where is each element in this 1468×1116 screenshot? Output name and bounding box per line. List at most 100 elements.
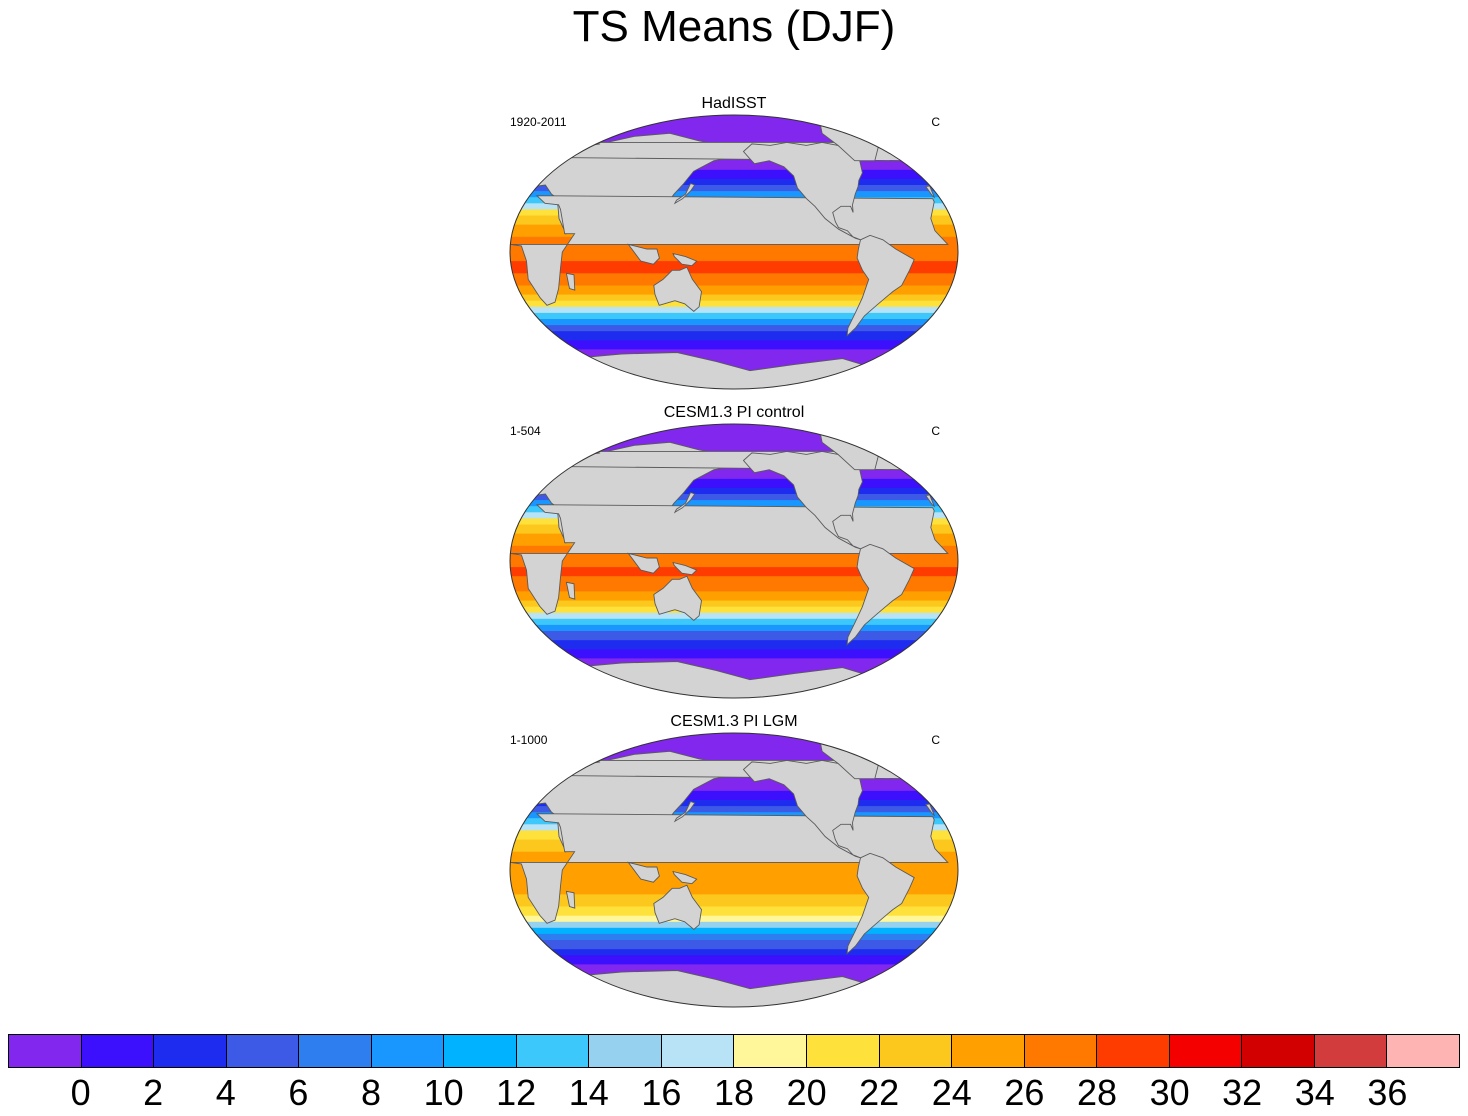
sst-band xyxy=(510,612,958,620)
sst-band xyxy=(510,261,958,274)
land-mass xyxy=(510,195,949,306)
colorbar-tick-label: 30 xyxy=(1149,1072,1190,1113)
colorbar xyxy=(8,1034,1460,1068)
sst-band xyxy=(510,591,958,602)
sst-band xyxy=(510,340,958,350)
colorbar-box xyxy=(516,1035,590,1067)
colorbar-tick-label: 26 xyxy=(1004,1072,1045,1113)
sst-band xyxy=(510,300,958,308)
sst-band xyxy=(510,921,958,929)
sst-band xyxy=(510,294,958,302)
sst-band xyxy=(510,487,958,495)
colorbar-box xyxy=(444,1035,517,1067)
colorbar-tick-label: 32 xyxy=(1222,1072,1263,1113)
colorbar-box xyxy=(1242,1035,1315,1067)
colorbar-box xyxy=(1387,1035,1459,1067)
colorbar-box xyxy=(371,1035,445,1067)
colorbar-box xyxy=(1169,1035,1243,1067)
sst-band xyxy=(510,185,958,192)
sst-band xyxy=(510,567,958,577)
colorbar-box xyxy=(226,1035,300,1067)
land-mass xyxy=(627,552,660,574)
sst-band xyxy=(510,319,958,326)
sst-band xyxy=(510,649,958,659)
colorbar-tick-label: 4 xyxy=(215,1072,236,1113)
land-mass xyxy=(846,543,915,646)
panel-title: CESM1.3 PI LGM xyxy=(670,713,798,730)
colorbar-tick-label: 12 xyxy=(496,1072,537,1113)
sst-band xyxy=(510,885,958,895)
colorbar-box xyxy=(734,1035,808,1067)
sst-band xyxy=(510,640,958,650)
sst-band xyxy=(510,576,958,592)
colorbar-tick-label: 8 xyxy=(360,1072,382,1113)
map-panel-hadisst: HadISST 1920-2011 C xyxy=(508,95,960,395)
colorbar-box xyxy=(1314,1035,1388,1067)
sst-band xyxy=(510,178,958,186)
colorbar-tick-label: 36 xyxy=(1367,1072,1408,1113)
land-mass xyxy=(672,561,698,576)
land-mass xyxy=(565,890,576,909)
land-mass xyxy=(673,182,696,205)
panel-period-label: 1-1000 xyxy=(510,733,548,747)
sst-band xyxy=(510,191,958,198)
land-mass xyxy=(653,884,702,930)
sst-band xyxy=(510,940,958,950)
sst-band xyxy=(510,906,958,917)
sst-map xyxy=(509,114,959,390)
sst-band xyxy=(510,631,958,641)
sst-band xyxy=(510,169,958,180)
map-border xyxy=(509,732,959,1008)
land-mass xyxy=(673,491,696,514)
colorbar-box xyxy=(589,1035,662,1067)
colorbar-tick-label: 18 xyxy=(713,1072,755,1113)
sst-band xyxy=(510,955,958,965)
sst-band xyxy=(510,331,958,341)
colorbar-box xyxy=(952,1035,1025,1067)
land-mass xyxy=(627,861,660,883)
sst-band xyxy=(510,933,958,941)
land-mass xyxy=(627,243,660,265)
map-panel-pi-control: CESM1.3 PI control 1-504 C xyxy=(508,404,960,704)
sst-band xyxy=(510,624,958,632)
colorbar-tick-label: 6 xyxy=(288,1072,309,1113)
sst-band xyxy=(510,600,958,608)
colorbar-tick-label: 16 xyxy=(641,1072,682,1113)
colorbar-tick-label: 24 xyxy=(931,1072,972,1113)
land-mass xyxy=(742,450,863,550)
colorbar-tick-label: 20 xyxy=(786,1072,827,1113)
sst-band xyxy=(510,494,958,501)
colorbar-tick-label: 10 xyxy=(423,1072,464,1113)
land-mass xyxy=(846,234,915,337)
colorbar-box xyxy=(81,1035,155,1067)
figure-title: TS Means (DJF) xyxy=(572,2,896,51)
colorbar-box xyxy=(9,1035,82,1067)
land-mass xyxy=(742,141,863,241)
colorbar-box xyxy=(807,1035,880,1067)
panel-units-label: C xyxy=(931,424,940,438)
colorbar-box xyxy=(299,1035,372,1067)
colorbar-box xyxy=(1097,1035,1170,1067)
sst-band xyxy=(510,285,958,296)
panel-period-label: 1-504 xyxy=(510,424,541,438)
panel-units-label: C xyxy=(931,115,940,129)
sst-map xyxy=(509,423,959,699)
map-panel-lgm: CESM1.3 PI LGM 1-1000 C xyxy=(508,713,960,1013)
land-mass xyxy=(653,575,702,621)
land-mass xyxy=(510,504,949,615)
colorbar-tick-label: 28 xyxy=(1076,1072,1118,1113)
colorbar-tick-label: 2 xyxy=(143,1072,164,1113)
sst-band xyxy=(510,949,958,956)
colorbar-box xyxy=(154,1035,227,1067)
sst-band xyxy=(510,325,958,332)
sst-band xyxy=(510,806,958,813)
sst-band xyxy=(510,915,958,923)
map-border xyxy=(509,423,959,699)
land-mass xyxy=(673,800,696,823)
sst-band xyxy=(510,273,958,287)
colorbar-tick-label: 34 xyxy=(1294,1072,1335,1113)
sst-band xyxy=(510,606,958,614)
map-border xyxy=(509,114,959,390)
sst-band xyxy=(510,478,958,489)
sst-band xyxy=(510,790,958,801)
